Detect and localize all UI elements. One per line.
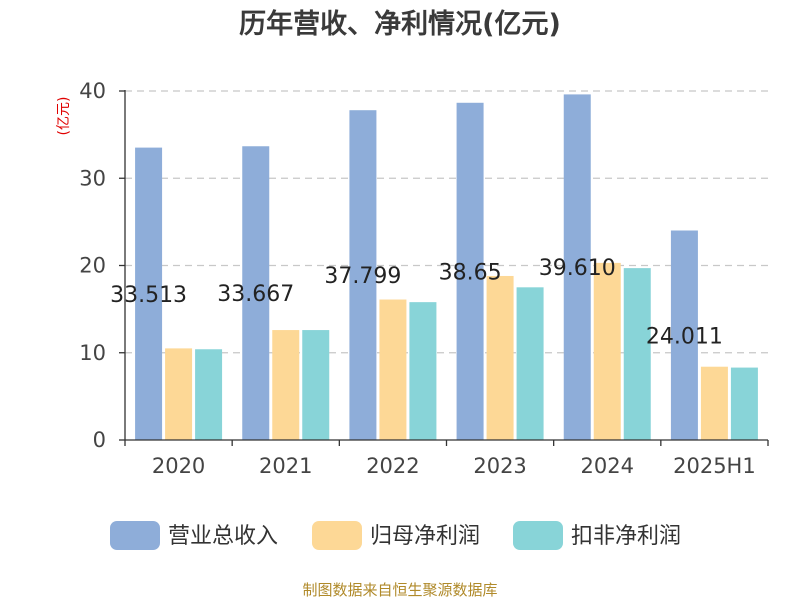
x-tick-label: 2024 — [581, 454, 634, 478]
bar-2-2020 — [165, 348, 193, 440]
x-tick-label: 2023 — [473, 454, 526, 478]
legend-swatch-1 — [110, 521, 160, 550]
y-axis-unit: (亿元) — [56, 97, 72, 136]
x-tick-label: 2020 — [152, 454, 205, 478]
x-tick-label: 2021 — [259, 454, 312, 478]
bar-1-2022 — [349, 110, 377, 440]
bar-2-2022 — [379, 299, 407, 440]
data-label: 37.799 — [324, 264, 401, 289]
bar-1-2020 — [135, 147, 163, 441]
data-label: 38.65 — [439, 260, 502, 285]
tick-labels: 0 10 20 30 40 2020 2021 2022 2023 2024 2025H1 — [79, 79, 755, 478]
bar-3-2022 — [409, 302, 437, 440]
y-tick-label: 20 — [79, 254, 106, 278]
bar-2-2023 — [486, 275, 514, 440]
bar-1-2021 — [242, 146, 270, 440]
bar-2-2021 — [272, 330, 300, 440]
data-label: 24.011 — [646, 324, 723, 349]
legend-swatch-2 — [312, 521, 362, 550]
y-tick-label: 0 — [93, 428, 106, 452]
data-label: 39.610 — [539, 256, 616, 281]
bar-3-2021 — [302, 330, 330, 440]
data-labels: 33.513 33.667 37.799 38.65 39.610 24.011 — [110, 256, 723, 349]
legend: 营业总收入 归母净利润 扣非净利润 — [110, 521, 681, 550]
bars-group — [135, 94, 758, 441]
bar-3-2025H1 — [730, 367, 758, 440]
axes — [119, 90, 769, 446]
bar-2-2025H1 — [700, 366, 728, 440]
bar-3-2020 — [195, 349, 223, 440]
chart-title: 历年营收、净利情况(亿元) — [239, 8, 561, 40]
x-tick-label: 2025H1 — [673, 454, 756, 478]
data-label: 33.667 — [217, 282, 294, 307]
y-tick-label: 40 — [79, 79, 106, 103]
bar-1-2024 — [563, 94, 591, 441]
y-tick-label: 10 — [79, 341, 106, 365]
data-label: 33.513 — [110, 283, 187, 308]
bar-1-2023 — [456, 102, 484, 440]
source-note: 制图数据来自恒生聚源数据库 — [302, 581, 497, 599]
bar-1-2025H1 — [670, 230, 698, 440]
y-tick-label: 30 — [79, 166, 106, 190]
x-tick-label: 2022 — [366, 454, 419, 478]
legend-label-1: 营业总收入 — [168, 524, 278, 549]
bar-2-2024 — [593, 262, 621, 440]
legend-label-2: 归母净利润 — [370, 524, 480, 549]
legend-label-3: 扣非净利润 — [571, 524, 681, 549]
legend-swatch-3 — [513, 521, 563, 550]
bar-3-2024 — [623, 268, 651, 440]
bar-3-2023 — [516, 287, 544, 440]
